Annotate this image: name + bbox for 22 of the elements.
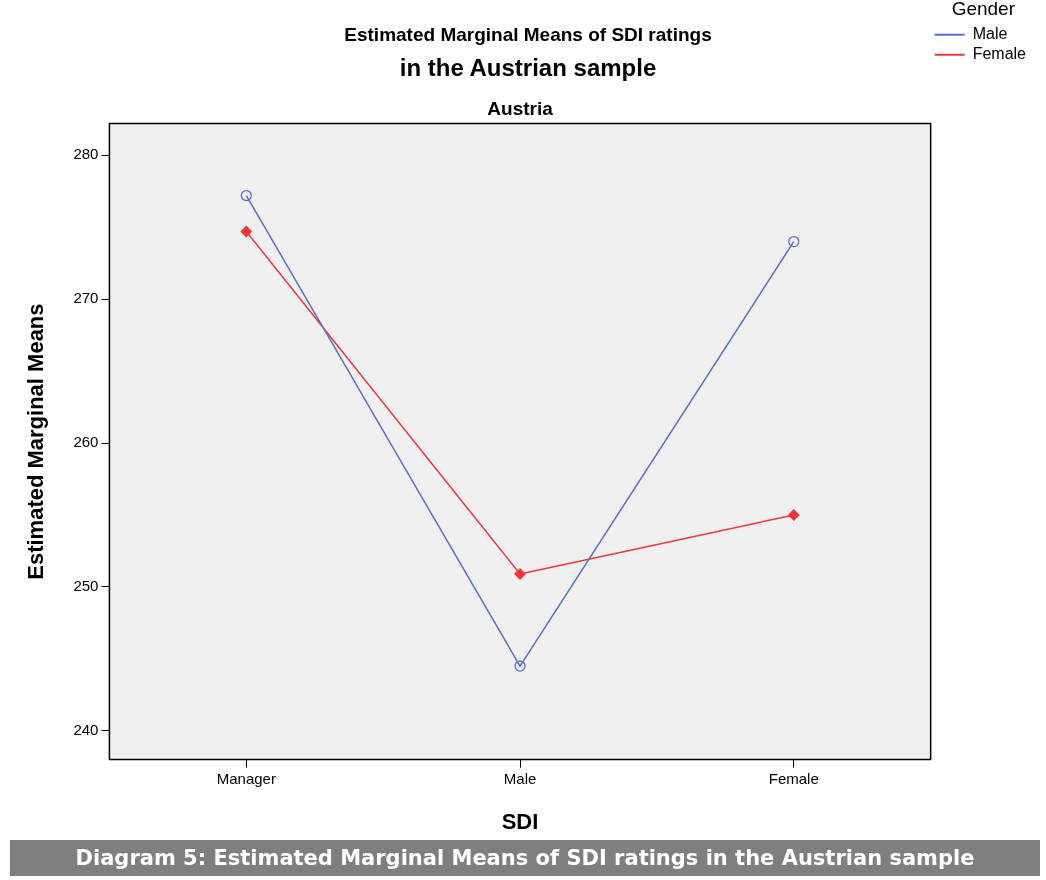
legend-title: Gender xyxy=(951,0,1016,19)
point xyxy=(240,225,252,238)
text: Diagram 5: Estimated Marginal Means of SDI ratings in the Austrian sample xyxy=(10,840,1040,876)
y-tick-label: 250 xyxy=(73,577,99,595)
y-tick-label: 270 xyxy=(73,289,99,307)
x-tick-label: Male xyxy=(503,769,537,787)
x-tick-label: Manager xyxy=(216,769,276,787)
point xyxy=(514,660,526,672)
chart-subtitle: in the Austrian sample xyxy=(399,53,657,81)
y-tick-label: 240 xyxy=(73,720,99,738)
x-tick-label: Female xyxy=(768,769,819,787)
legend-label: Male xyxy=(972,25,1008,43)
y-tick-label: 280 xyxy=(73,145,99,163)
point xyxy=(788,235,800,248)
legend-label: Female xyxy=(972,45,1027,63)
y-tick-label: 260 xyxy=(73,433,99,451)
point xyxy=(240,189,252,202)
y-axis-title: Estimated Marginal Means xyxy=(23,303,49,580)
text: Austria xyxy=(487,98,554,120)
x-axis-title: SDI xyxy=(501,808,539,834)
point xyxy=(788,509,800,521)
chart-title: Estimated Marginal Means of SDI ratings xyxy=(344,23,712,45)
